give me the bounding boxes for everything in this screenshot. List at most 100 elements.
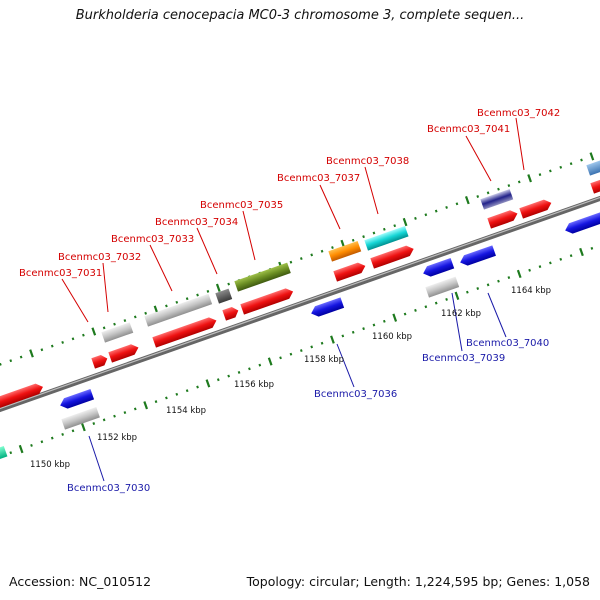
gene-arrow [480,188,514,210]
major-tick [330,335,335,344]
minor-tick [351,330,355,334]
minor-tick [549,261,552,265]
major-tick [454,291,460,300]
minor-tick [175,392,179,396]
gene-label: Bcenmc03_7030 [67,483,150,494]
minor-tick [30,443,33,447]
major-tick [516,269,522,279]
axis-label: 1164 kbp [511,286,551,296]
axis-label: 1160 kbp [372,332,412,342]
minor-tick [320,249,324,253]
gene-arrow [60,388,95,409]
gene-arrow [240,288,294,315]
gene-arrow [565,211,600,234]
minor-tick [445,297,448,301]
minor-tick [123,319,127,323]
gene-arrow [364,226,409,251]
minor-tick [310,253,314,257]
minor-tick [185,389,189,393]
major-tick [91,327,97,336]
gene-label: Bcenmc03_7033 [111,234,194,245]
gene-label: Bcenmc03_7036 [314,389,397,400]
gene-features [0,158,600,460]
minor-tick [569,254,573,258]
minor-tick [434,209,438,213]
gene-arrow [144,293,213,327]
minor-tick [0,362,2,366]
minor-tick [248,367,251,371]
minor-tick [362,327,365,331]
major-tick [215,283,221,292]
gene-label: Bcenmc03_7035 [200,200,283,211]
gene-arrow [423,257,455,277]
map-title: Burkholderia cenocepacia MC0-3 chromosom… [75,8,525,23]
axis-labels: 1150 kbp 1152 kbp 1154 kbp 1156 kbp 1158… [30,286,551,470]
gene-arrow [222,306,239,321]
minor-tick [102,326,106,330]
minor-tick [61,340,64,344]
gene-arrow [519,199,552,219]
minor-tick [341,334,345,338]
major-tick [81,423,86,432]
gene-arrow [425,276,460,298]
minor-tick [50,344,54,348]
minor-tick [538,173,542,177]
minor-tick [382,319,386,323]
minor-tick [258,363,262,367]
gene-label: Bcenmc03_7037 [277,173,360,184]
minor-tick [372,323,376,327]
gene-arrow [333,262,366,282]
major-tick [579,247,584,257]
minor-tick [113,414,116,418]
minor-tick [320,341,324,345]
minor-tick [71,429,75,433]
minor-tick [434,301,438,305]
axis-label: 1154 kbp [166,406,206,416]
minor-tick [216,378,220,382]
minor-tick [486,283,490,287]
gene-arrow [61,406,100,430]
minor-tick [528,268,531,272]
gene-label: Bcenmc03_7042 [477,108,560,119]
minor-tick [299,257,303,261]
minor-tick [299,349,303,353]
minor-tick [414,308,417,312]
gene-arrow [328,240,362,262]
minor-tick [102,418,106,422]
minor-tick [9,359,13,363]
gene-arrow [108,344,139,363]
gene-arrow [0,445,8,460]
gene-labels: Bcenmc03_7031 Bcenmc03_7032 Bcenmc03_703… [19,108,560,494]
minor-tick [40,440,44,444]
major-tick [402,217,408,227]
gene-label: Bcenmc03_7038 [326,156,409,167]
gene-arrow [215,288,233,304]
minor-tick [424,213,428,217]
minor-tick [497,187,500,191]
axis-label: 1150 kbp [30,460,70,470]
axis-label: 1162 kbp [441,309,481,319]
minor-tick [569,162,573,166]
minor-tick [455,202,459,206]
minor-tick [165,304,168,308]
minor-tick [185,297,189,301]
minor-tick [289,260,293,264]
minor-tick [310,345,314,349]
major-tick [464,196,470,205]
minor-tick [403,312,407,316]
minor-tick [590,246,594,250]
minor-tick [279,356,282,360]
minor-tick [92,422,96,425]
minor-tick [466,290,469,294]
minor-tick [362,235,365,239]
minor-tick [196,385,199,389]
gene-arrow [370,245,414,269]
gene-arrow [590,176,600,194]
minor-tick [424,305,428,309]
axis-label: 1156 kbp [234,380,274,390]
genome-backbone [0,195,600,413]
axis-label: 1152 kbp [97,433,137,443]
minor-tick [414,216,417,220]
minor-tick [50,436,54,440]
